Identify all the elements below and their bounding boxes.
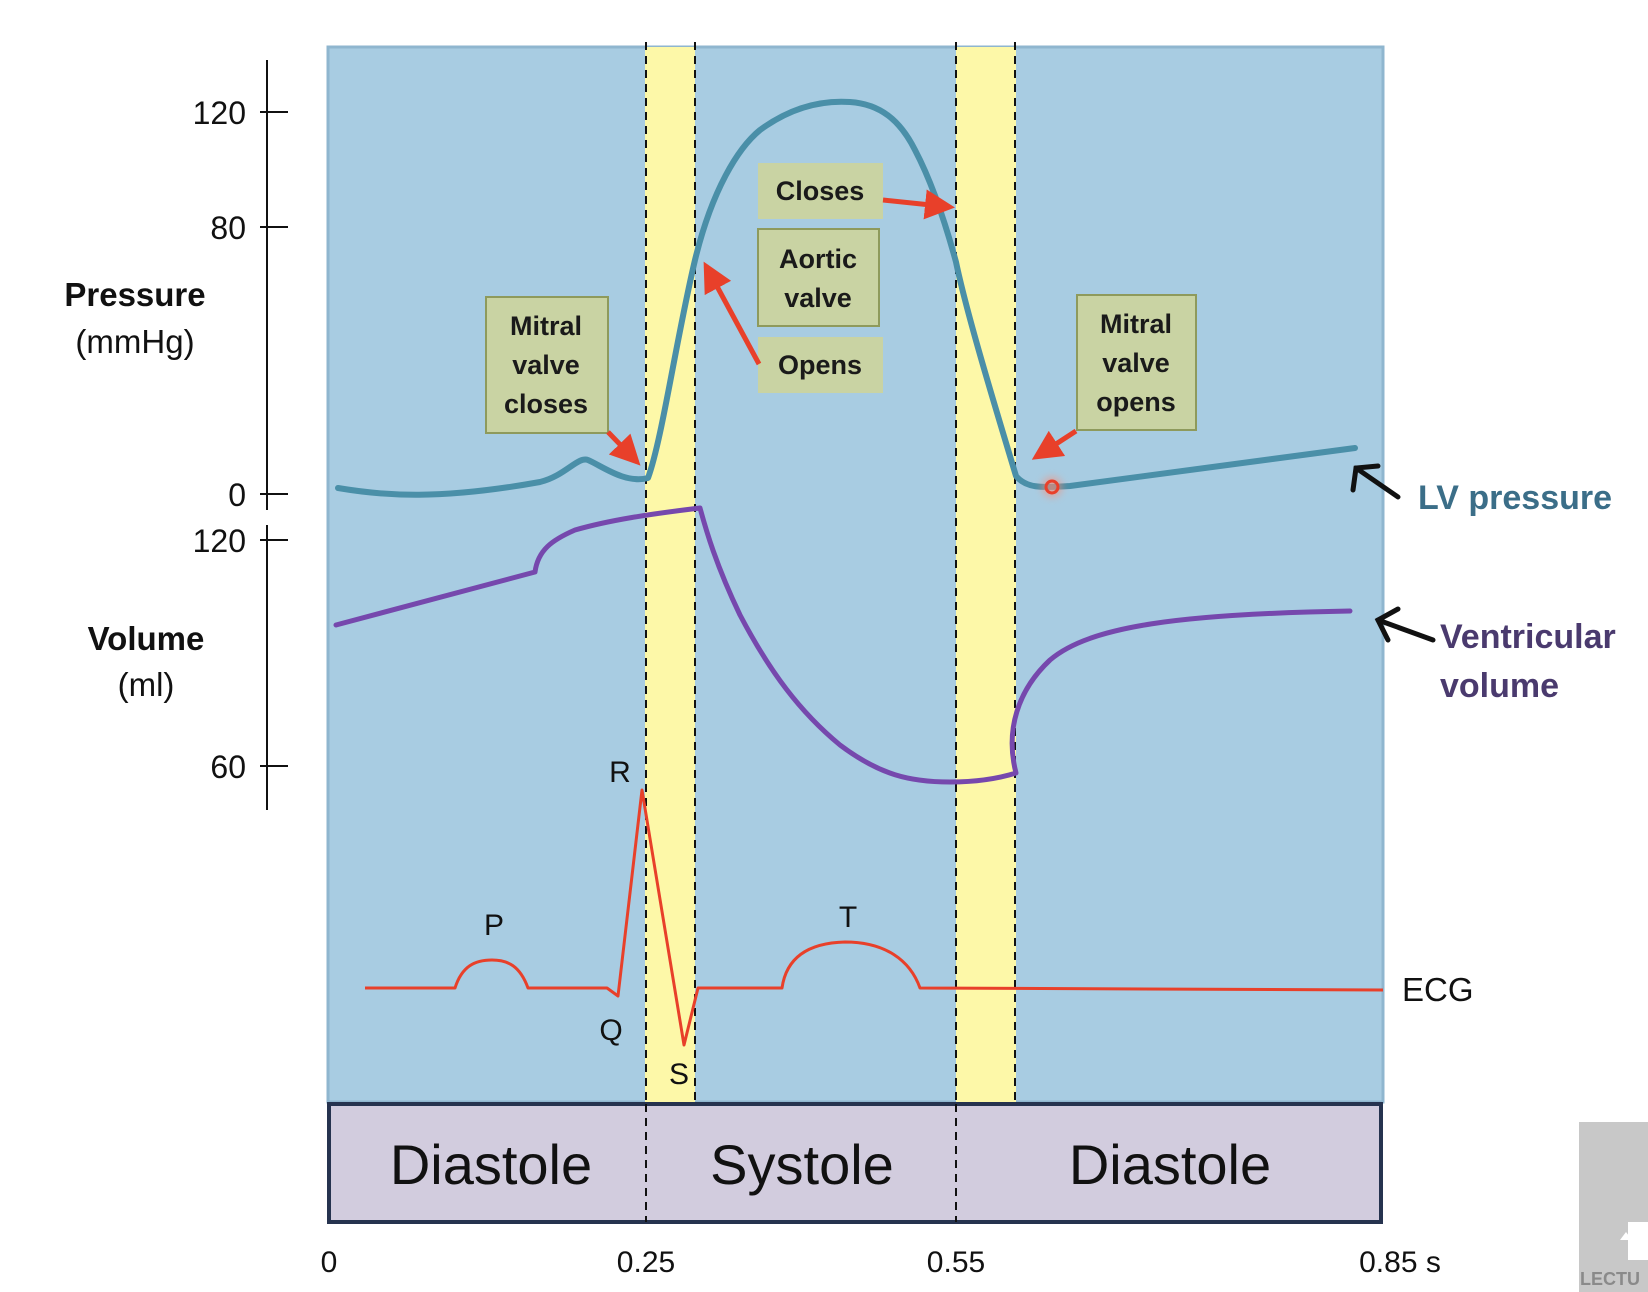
svg-text:closes: closes	[504, 389, 588, 419]
isovolumetric-contraction-band	[645, 47, 695, 1102]
volume-tick-120: 120	[193, 523, 246, 559]
ecg-r-label: R	[609, 756, 631, 789]
aortic-opens-annotation: Opens	[758, 337, 883, 393]
aortic-valve-annotation: Aortic valve	[757, 228, 880, 327]
series-label-arrows	[1350, 463, 1436, 643]
ventricular-volume-label-line1: Ventricular	[1440, 618, 1616, 656]
mitral-closes-arrow	[606, 430, 641, 466]
volume-axis	[260, 525, 288, 810]
ventricular-volume-label-line2: volume	[1440, 667, 1559, 705]
isovolumetric-relaxation-band	[956, 47, 1016, 1102]
pressure-tick-0: 0	[228, 477, 246, 513]
svg-text:valve: valve	[1102, 348, 1170, 378]
mitral-opens-annotation: Mitral valve opens	[1076, 294, 1197, 431]
lv-pressure-label: LV pressure	[1418, 479, 1612, 517]
time-label-0-25: 0.25	[617, 1246, 675, 1279]
mitral-closes-annotation: Mitral valve closes	[485, 296, 609, 434]
phase-dividers	[645, 42, 1016, 1222]
watermark-icon	[1628, 1222, 1648, 1260]
svg-text:valve: valve	[784, 283, 852, 313]
svg-text:Mitral: Mitral	[510, 311, 582, 341]
phase-diastole-1: Diastole	[390, 1133, 592, 1196]
phase-bar	[327, 1102, 1383, 1224]
svg-text:Aortic: Aortic	[779, 244, 857, 274]
svg-text:opens: opens	[1096, 387, 1176, 417]
time-label-0-85: 0.85 s	[1359, 1246, 1441, 1279]
ecg-q-label: Q	[599, 1014, 622, 1047]
time-label-0-55: 0.55	[927, 1246, 985, 1279]
aortic-closes-annotation: Closes	[758, 163, 883, 219]
svg-text:Mitral: Mitral	[1100, 309, 1172, 339]
ventricular-volume-curve	[333, 505, 1353, 785]
svg-text:Closes: Closes	[776, 176, 865, 206]
pressure-axis	[260, 60, 288, 510]
phase-systole: Systole	[710, 1133, 894, 1196]
pressure-axis-unit: (mmHg)	[75, 323, 194, 360]
aortic-opens-arrow	[703, 261, 762, 366]
volume-tick-60: 60	[210, 749, 246, 785]
mitral-opens-arrow	[1031, 428, 1078, 460]
ecg-trace	[365, 788, 1384, 1047]
svg-text:LECTU: LECTU	[1580, 1269, 1640, 1289]
annotation-arrows	[606, 189, 1078, 466]
pressure-tick-120: 120	[193, 95, 246, 131]
plot-background	[326, 45, 1385, 1104]
ecg-s-label: S	[669, 1058, 689, 1091]
ecg-label: ECG	[1402, 971, 1474, 1008]
svg-text:Opens: Opens	[778, 350, 862, 380]
lecturio-watermark: LECTU	[1579, 1122, 1648, 1292]
volume-axis-unit: (ml)	[118, 666, 175, 703]
pressure-axis-title: Pressure	[64, 276, 205, 313]
ecg-t-label: T	[839, 901, 857, 934]
aortic-closes-arrow	[882, 189, 955, 220]
volume-axis-title: Volume	[88, 620, 205, 657]
time-label-0: 0	[321, 1246, 338, 1279]
lv-pressure-curve	[335, 98, 1358, 498]
phase-diastole-2: Diastole	[1069, 1133, 1271, 1196]
pressure-tick-80: 80	[210, 210, 246, 246]
cursor-marker	[1044, 479, 1060, 495]
ecg-p-label: P	[484, 909, 504, 942]
svg-text:valve: valve	[512, 350, 580, 380]
